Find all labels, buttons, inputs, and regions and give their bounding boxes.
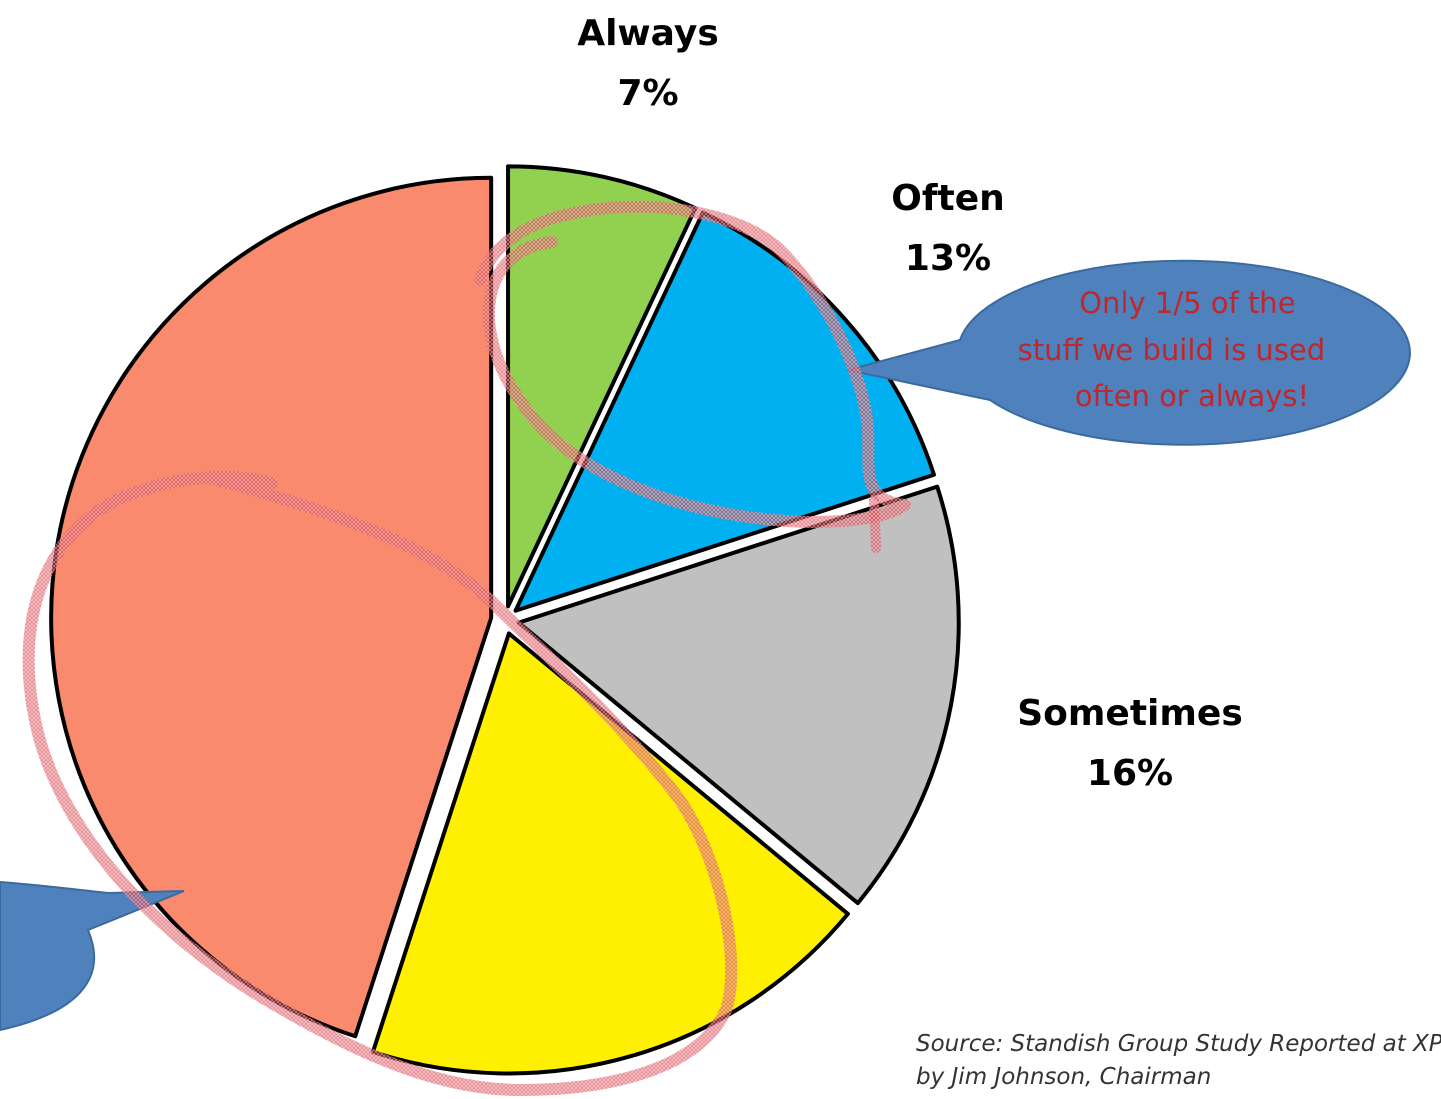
slice-always-value-label: 7%: [617, 73, 678, 114]
slice-always: [506, 164, 698, 609]
slice-sometimes-value-label: 16%: [1087, 753, 1173, 794]
slice-sometimes: [516, 484, 961, 906]
slice-always-label: Always 7%: [577, 13, 719, 114]
callout-right-text: Only 1/5 of the stuff we build is used o…: [1018, 286, 1335, 413]
slice-often-label: Often 13%: [891, 178, 1005, 279]
slice-often-value-label: 13%: [905, 238, 991, 279]
callout-line-3: often or always!: [1075, 379, 1309, 413]
callout-line-2: stuff we build is used: [1018, 333, 1326, 367]
annotation-mark-small: [869, 495, 881, 553]
callout-right-bubble: [847, 259, 1411, 446]
slice-sometimes-category-label: Sometimes: [1017, 693, 1243, 734]
source-line-2: by Jim Johnson, Chairman: [916, 1064, 1211, 1090]
annotation-loop-top: [474, 200, 911, 528]
callout-line-1: Only 1/5 of the: [1079, 286, 1295, 320]
slice-labels: Always 7% Often 13% Sometimes 16%: [577, 13, 1243, 794]
slice-sometimes-label: Sometimes 16%: [1017, 693, 1243, 794]
slice-always-category-label: Always: [577, 13, 719, 54]
source-footnote: Source: Standish Group Study Reported at…: [916, 1031, 1441, 1090]
annotation-loop-bottom: [22, 471, 738, 1096]
annotation-loops: [22, 200, 911, 1096]
source-line-1: Source: Standish Group Study Reported at…: [916, 1031, 1441, 1057]
callout-left-bubble: [0, 880, 185, 1032]
slice-often-category-label: Often: [891, 178, 1005, 219]
callout-left: [0, 880, 185, 1032]
callout-right: Only 1/5 of the stuff we build is used o…: [847, 259, 1411, 446]
